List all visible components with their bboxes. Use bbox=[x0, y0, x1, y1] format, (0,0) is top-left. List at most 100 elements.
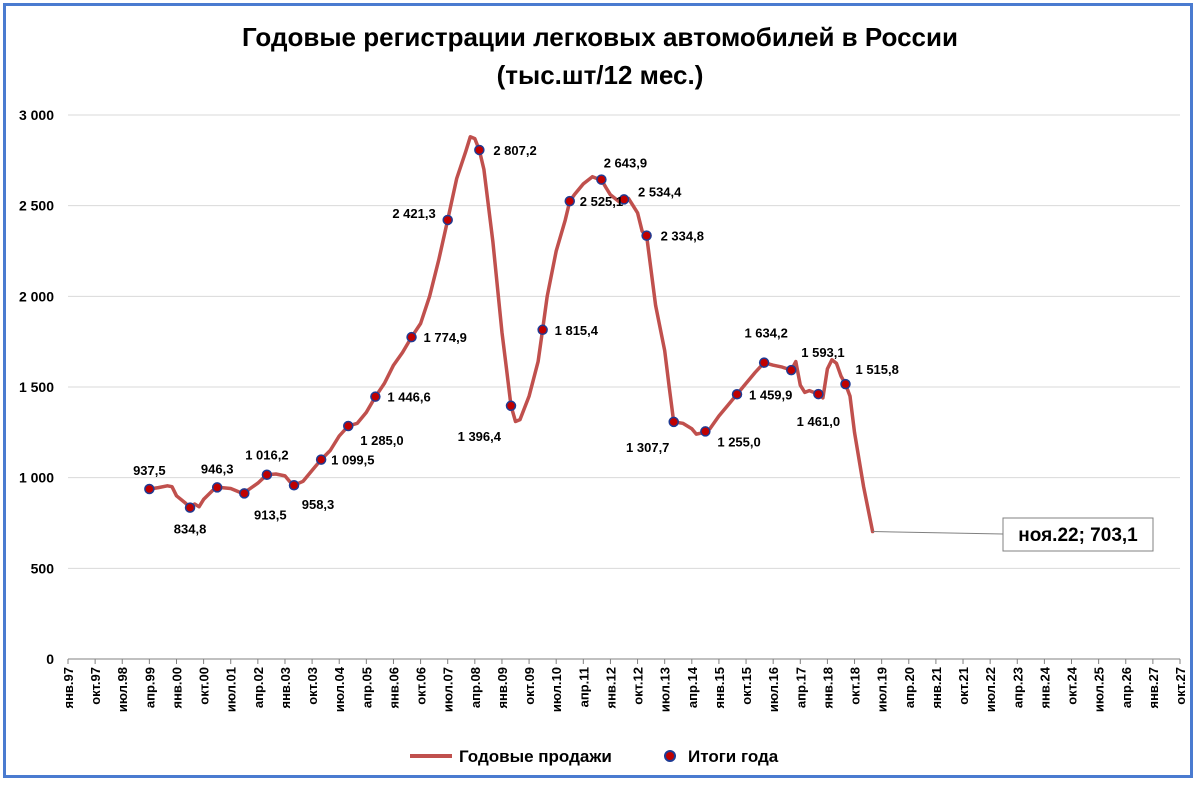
callout-label: ноя.22; 703,1 bbox=[1018, 525, 1138, 546]
year-total-marker bbox=[370, 391, 381, 402]
x-tick-label: янв.24 bbox=[1037, 666, 1052, 708]
x-tick-label: янв.15 bbox=[712, 667, 727, 709]
x-tick-label: янв.21 bbox=[929, 667, 944, 709]
x-tick-label: окт.21 bbox=[956, 667, 971, 705]
year-total-marker bbox=[406, 331, 417, 343]
data-label: 1 255,0 bbox=[717, 434, 760, 449]
data-label: 2 421,3 bbox=[392, 206, 435, 221]
x-tick-label: окт.24 bbox=[1065, 666, 1080, 705]
chart-title-line1: Годовые регистрации легковых автомобилей… bbox=[242, 22, 958, 52]
year-total-marker bbox=[840, 378, 851, 390]
x-tick-label: янв.97 bbox=[61, 667, 76, 709]
x-tick-label: июл.07 bbox=[441, 667, 456, 712]
x-tick-label: июл.13 bbox=[658, 667, 673, 712]
year-total-marker bbox=[474, 144, 485, 156]
y-tick-label: 1 500 bbox=[19, 379, 54, 395]
y-tick-label: 1 000 bbox=[19, 470, 54, 486]
data-label: 1 634,2 bbox=[744, 326, 787, 341]
x-tick-label: июл.04 bbox=[332, 666, 347, 712]
x-tick-label: апр.26 bbox=[1119, 667, 1134, 708]
data-label: 1 815,4 bbox=[555, 323, 599, 338]
callout-box bbox=[1002, 517, 1154, 552]
data-label: 2 534,4 bbox=[638, 184, 682, 199]
year-total-marker bbox=[564, 195, 576, 207]
data-label: 1 446,6 bbox=[387, 390, 430, 405]
data-label: 1 593,1 bbox=[801, 345, 844, 360]
legend: Годовые продажи Итоги года bbox=[410, 747, 779, 766]
data-label: 946,3 bbox=[201, 461, 234, 476]
legend-marker-swatch bbox=[664, 750, 676, 762]
data-label: 1 774,9 bbox=[424, 330, 467, 345]
x-tick-label: окт.15 bbox=[739, 667, 754, 705]
year-total-markers bbox=[144, 144, 851, 513]
y-tick-label: 3 000 bbox=[19, 107, 54, 123]
x-tick-label: окт.03 bbox=[305, 667, 320, 705]
legend-marker-label: Итоги года bbox=[688, 747, 779, 766]
year-total-marker bbox=[758, 357, 770, 368]
data-label: 1 307,7 bbox=[626, 440, 669, 455]
x-tick-label: июл.10 bbox=[549, 667, 564, 712]
year-total-marker bbox=[239, 488, 250, 499]
data-label: 1 099,5 bbox=[331, 453, 374, 468]
year-total-marker bbox=[731, 389, 743, 400]
y-tick-label: 2 000 bbox=[19, 288, 54, 304]
y-tick-label: 500 bbox=[31, 560, 55, 576]
data-labels: 937,5 834,8 946,3 913,5 1 016,2 958,3 1 099,5 1… bbox=[133, 143, 899, 537]
chart-frame bbox=[3, 3, 1193, 778]
y-axis-ticks: 0 500 1 000 1 500 2 000 2 500 3 000 bbox=[19, 107, 54, 667]
year-total-marker bbox=[641, 230, 652, 241]
x-tick-label: июл.98 bbox=[115, 667, 130, 712]
x-tick-label: апр.05 bbox=[359, 667, 374, 708]
year-total-marker bbox=[261, 469, 273, 480]
x-tick-label: янв.09 bbox=[495, 667, 510, 709]
data-label: 937,5 bbox=[133, 463, 166, 478]
x-tick-label: июл.25 bbox=[1092, 667, 1107, 712]
gridlines bbox=[68, 114, 1180, 569]
data-label: 1 461,0 bbox=[797, 414, 840, 429]
x-tick-label: окт.09 bbox=[522, 667, 537, 705]
data-label: 913,5 bbox=[254, 507, 287, 522]
x-tick-label: окт.12 bbox=[631, 667, 646, 705]
last-value-callout: ноя.22; 703,1 bbox=[872, 517, 1154, 552]
year-total-marker bbox=[211, 482, 223, 493]
year-total-marker bbox=[786, 364, 797, 376]
x-tick-label: окт.27 bbox=[1173, 667, 1188, 705]
x-tick-label: июл.01 bbox=[224, 667, 239, 712]
x-tick-label: апр.20 bbox=[902, 667, 917, 708]
year-total-marker bbox=[813, 388, 824, 400]
year-total-marker bbox=[700, 426, 711, 437]
data-label: 1 515,8 bbox=[855, 362, 898, 377]
x-tick-label: янв.18 bbox=[820, 667, 835, 709]
data-label: 2 334,8 bbox=[661, 229, 704, 244]
x-tick-label: янв.03 bbox=[278, 667, 293, 709]
data-label: 1 016,2 bbox=[245, 448, 288, 463]
x-tick-label: апр.17 bbox=[793, 667, 808, 708]
year-total-marker bbox=[315, 454, 327, 465]
x-tick-label: окт.97 bbox=[88, 667, 103, 705]
x-tick-label: апр.23 bbox=[1010, 667, 1025, 708]
year-total-marker bbox=[537, 324, 548, 336]
x-tick-label: июл.16 bbox=[766, 667, 781, 712]
data-label: 1 396,4 bbox=[458, 429, 502, 444]
data-label: 1 459,9 bbox=[749, 387, 792, 402]
year-total-marker bbox=[442, 214, 453, 226]
data-label: 1 285,0 bbox=[360, 433, 403, 448]
year-total-marker bbox=[618, 194, 630, 205]
x-tick-label: окт.06 bbox=[414, 667, 429, 705]
x-tick-label: апр.99 bbox=[142, 667, 157, 708]
x-tick-label: июл.22 bbox=[983, 667, 998, 712]
x-tick-label: апр.02 bbox=[251, 667, 266, 708]
year-total-marker bbox=[184, 502, 196, 513]
y-tick-label: 2 500 bbox=[19, 198, 54, 214]
year-total-marker bbox=[668, 416, 679, 428]
callout-leader bbox=[872, 531, 1004, 535]
x-axis: янв.97 окт.97 июл.98 апр.99 янв.00 окт.00 июл.… bbox=[61, 658, 1188, 712]
year-total-marker bbox=[343, 420, 354, 432]
x-tick-label: июл.19 bbox=[875, 667, 890, 712]
data-label: 2 525,1 bbox=[580, 194, 623, 209]
data-label: 2 807,2 bbox=[493, 143, 536, 158]
x-tick-label: янв.00 bbox=[169, 667, 184, 709]
year-total-marker bbox=[288, 479, 300, 491]
x-tick-label: окт.18 bbox=[848, 667, 863, 705]
legend-line-label: Годовые продажи bbox=[459, 747, 612, 766]
